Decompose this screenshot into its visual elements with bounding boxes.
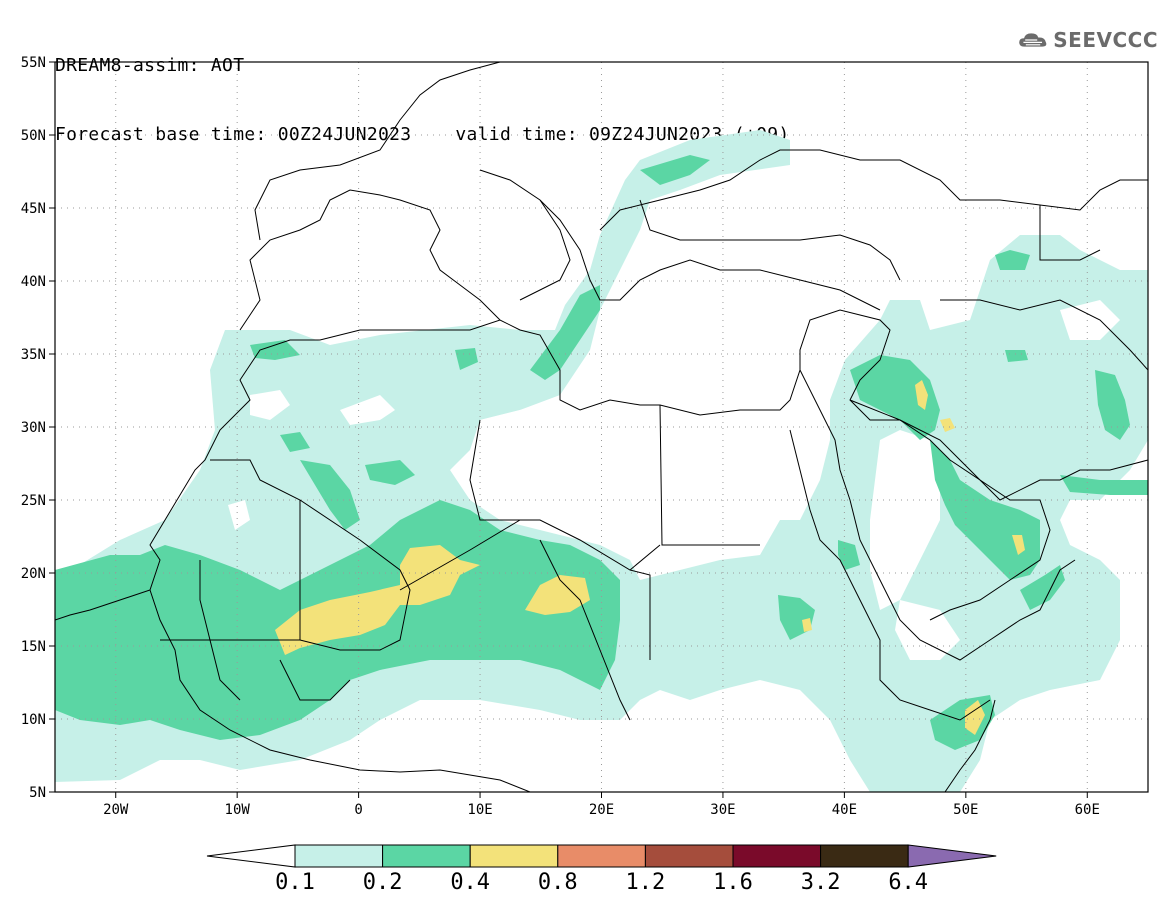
longitude-labels: 20W 10W 0 10E 20E 30E 40E 50E 60E <box>103 792 1100 818</box>
logo-text: SEEVCCC <box>1053 28 1158 52</box>
cloud-icon <box>1019 33 1047 47</box>
lat-label: 55N <box>21 55 46 71</box>
lat-label: 5N <box>29 785 46 801</box>
aot-field <box>55 130 1148 792</box>
colorbar-label: 1.2 <box>626 870 666 895</box>
colorbar-segment <box>732 844 822 868</box>
map-grid <box>55 62 1148 792</box>
colorbar-high-arrow <box>907 844 997 868</box>
colorbar-label: 0.1 <box>275 870 315 895</box>
colorbar: 0.1 0.2 0.4 0.8 1.2 1.6 3.2 6.4 <box>206 844 997 895</box>
colorbar-label: 0.8 <box>538 870 578 895</box>
lon-label: 50E <box>953 802 978 818</box>
lat-label: 10N <box>21 712 46 728</box>
lon-label: 30E <box>710 802 735 818</box>
colorbar-segment <box>294 844 384 868</box>
lon-label: 40E <box>832 802 857 818</box>
colorbar-label: 3.2 <box>801 870 841 895</box>
lat-label: 25N <box>21 493 46 509</box>
colorbar-segment <box>820 844 909 868</box>
colorbar-segment <box>557 844 646 868</box>
colorbar-label: 0.2 <box>363 870 403 895</box>
aot-level-0.4 <box>275 380 1025 735</box>
latitude-labels: 5N 10N 15N 20N 25N 30N 35N 40N 45N 50N 55N <box>21 55 55 801</box>
lat-label: 15N <box>21 639 46 655</box>
colorbar-label: 0.4 <box>450 870 490 895</box>
model-title: DREAM8-assim: AOT <box>55 55 245 76</box>
colorbar-segment <box>469 844 559 868</box>
lon-label: 60E <box>1075 802 1100 818</box>
seevccc-logo: SEEVCCC <box>1018 24 1158 56</box>
lat-label: 20N <box>21 566 46 582</box>
lat-label: 30N <box>21 420 46 436</box>
colorbar-label: 1.6 <box>713 870 753 895</box>
base-time: Forecast base time: 00Z24JUN2023 <box>55 124 412 145</box>
lon-label: 20E <box>589 802 614 818</box>
lat-label: 50N <box>21 128 46 144</box>
colorbar-label: 6.4 <box>888 870 928 895</box>
coastlines <box>55 62 1148 792</box>
lat-label: 40N <box>21 274 46 290</box>
lon-label: 0 <box>354 802 362 818</box>
aot-holes <box>228 300 1120 660</box>
lat-label: 35N <box>21 347 46 363</box>
lon-label: 10E <box>467 802 492 818</box>
colorbar-low-arrow <box>206 844 296 868</box>
lon-label: 20W <box>103 802 129 818</box>
lon-label: 10W <box>225 802 251 818</box>
lat-label: 45N <box>21 201 46 217</box>
colorbar-segment <box>644 844 734 868</box>
colorbar-segment <box>382 844 471 868</box>
